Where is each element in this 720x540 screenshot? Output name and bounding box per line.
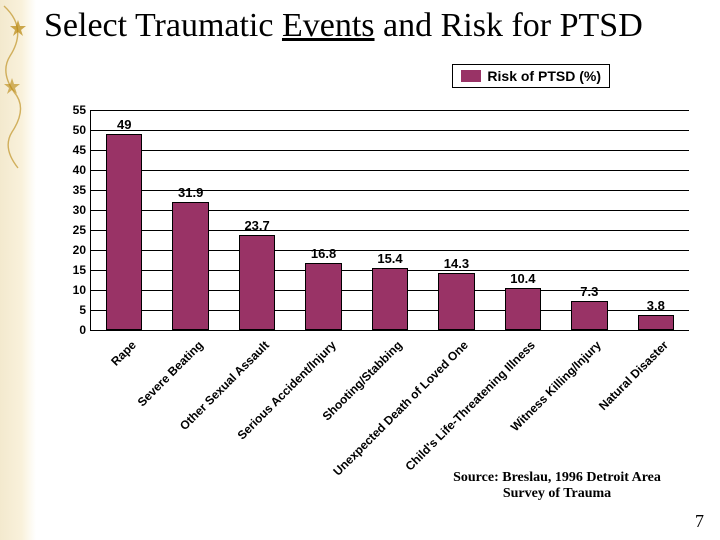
y-tick-label: 40 — [60, 163, 86, 177]
bar-value-label: 14.3 — [444, 256, 469, 271]
x-tick-label: Rape — [108, 338, 139, 369]
bar — [505, 288, 542, 330]
gridline — [91, 130, 689, 131]
y-tick-label: 30 — [60, 203, 86, 217]
y-tick-label: 10 — [60, 283, 86, 297]
x-tick-label: Natural Disaster — [596, 338, 671, 413]
bar — [305, 263, 342, 330]
y-tick-label: 45 — [60, 143, 86, 157]
title-underlined: Events — [282, 7, 375, 44]
y-tick-label: 55 — [60, 103, 86, 117]
legend-swatch — [461, 70, 481, 82]
x-axis-labels: RapeSevere BeatingOther Sexual AssaultSe… — [90, 332, 688, 440]
bar-chart: 49 31.9 23.7 16.8 15.4 14.3 10.4 7.3 3.8 RapeSev… — [60, 110, 688, 440]
y-tick-label: 25 — [60, 223, 86, 237]
bar — [106, 134, 143, 330]
bar-value-label: 23.7 — [244, 218, 269, 233]
gridline — [91, 150, 689, 151]
y-tick-label: 35 — [60, 183, 86, 197]
bar — [372, 268, 409, 330]
decorative-swirl — [0, 0, 36, 540]
slide-title: Select Traumatic Events and Risk for PTS… — [44, 6, 684, 45]
bar-value-label: 10.4 — [510, 271, 535, 286]
page-number: 7 — [695, 511, 704, 532]
bar — [239, 235, 276, 330]
x-tick-label: Child's Life-Threatening Illness — [402, 338, 537, 473]
bar — [172, 202, 209, 330]
legend-label: Risk of PTSD (%) — [487, 68, 601, 84]
x-tick-label: Unexpected Death of Loved One — [331, 338, 472, 479]
bar — [571, 301, 608, 330]
gridline — [91, 110, 689, 111]
bar — [438, 273, 475, 330]
chart-legend: Risk of PTSD (%) — [452, 64, 610, 88]
y-tick-label: 50 — [60, 123, 86, 137]
bar-value-label: 15.4 — [377, 251, 402, 266]
source-citation: Source: Breslau, 1996 Detroit Area Surve… — [442, 470, 672, 502]
gridline — [91, 170, 689, 171]
bar — [638, 315, 675, 330]
title-pre: Select Traumatic — [44, 7, 282, 44]
y-tick-label: 5 — [60, 303, 86, 317]
x-tick-label: Severe Beating — [134, 338, 205, 409]
y-tick-label: 20 — [60, 243, 86, 257]
decorative-left-strip — [0, 0, 36, 540]
slide: Select Traumatic Events and Risk for PTS… — [0, 0, 720, 540]
y-tick-label: 15 — [60, 263, 86, 277]
y-tick-label: 0 — [60, 323, 86, 337]
bar-value-label: 49 — [117, 117, 131, 132]
bar-value-label: 16.8 — [311, 246, 336, 261]
bar-value-label: 7.3 — [580, 284, 598, 299]
plot-area: 49 31.9 23.7 16.8 15.4 14.3 10.4 7.3 3.8 — [90, 110, 689, 331]
bar-value-label: 31.9 — [178, 185, 203, 200]
title-post: and Risk for PTSD — [375, 7, 643, 44]
bar-value-label: 3.8 — [647, 298, 665, 313]
